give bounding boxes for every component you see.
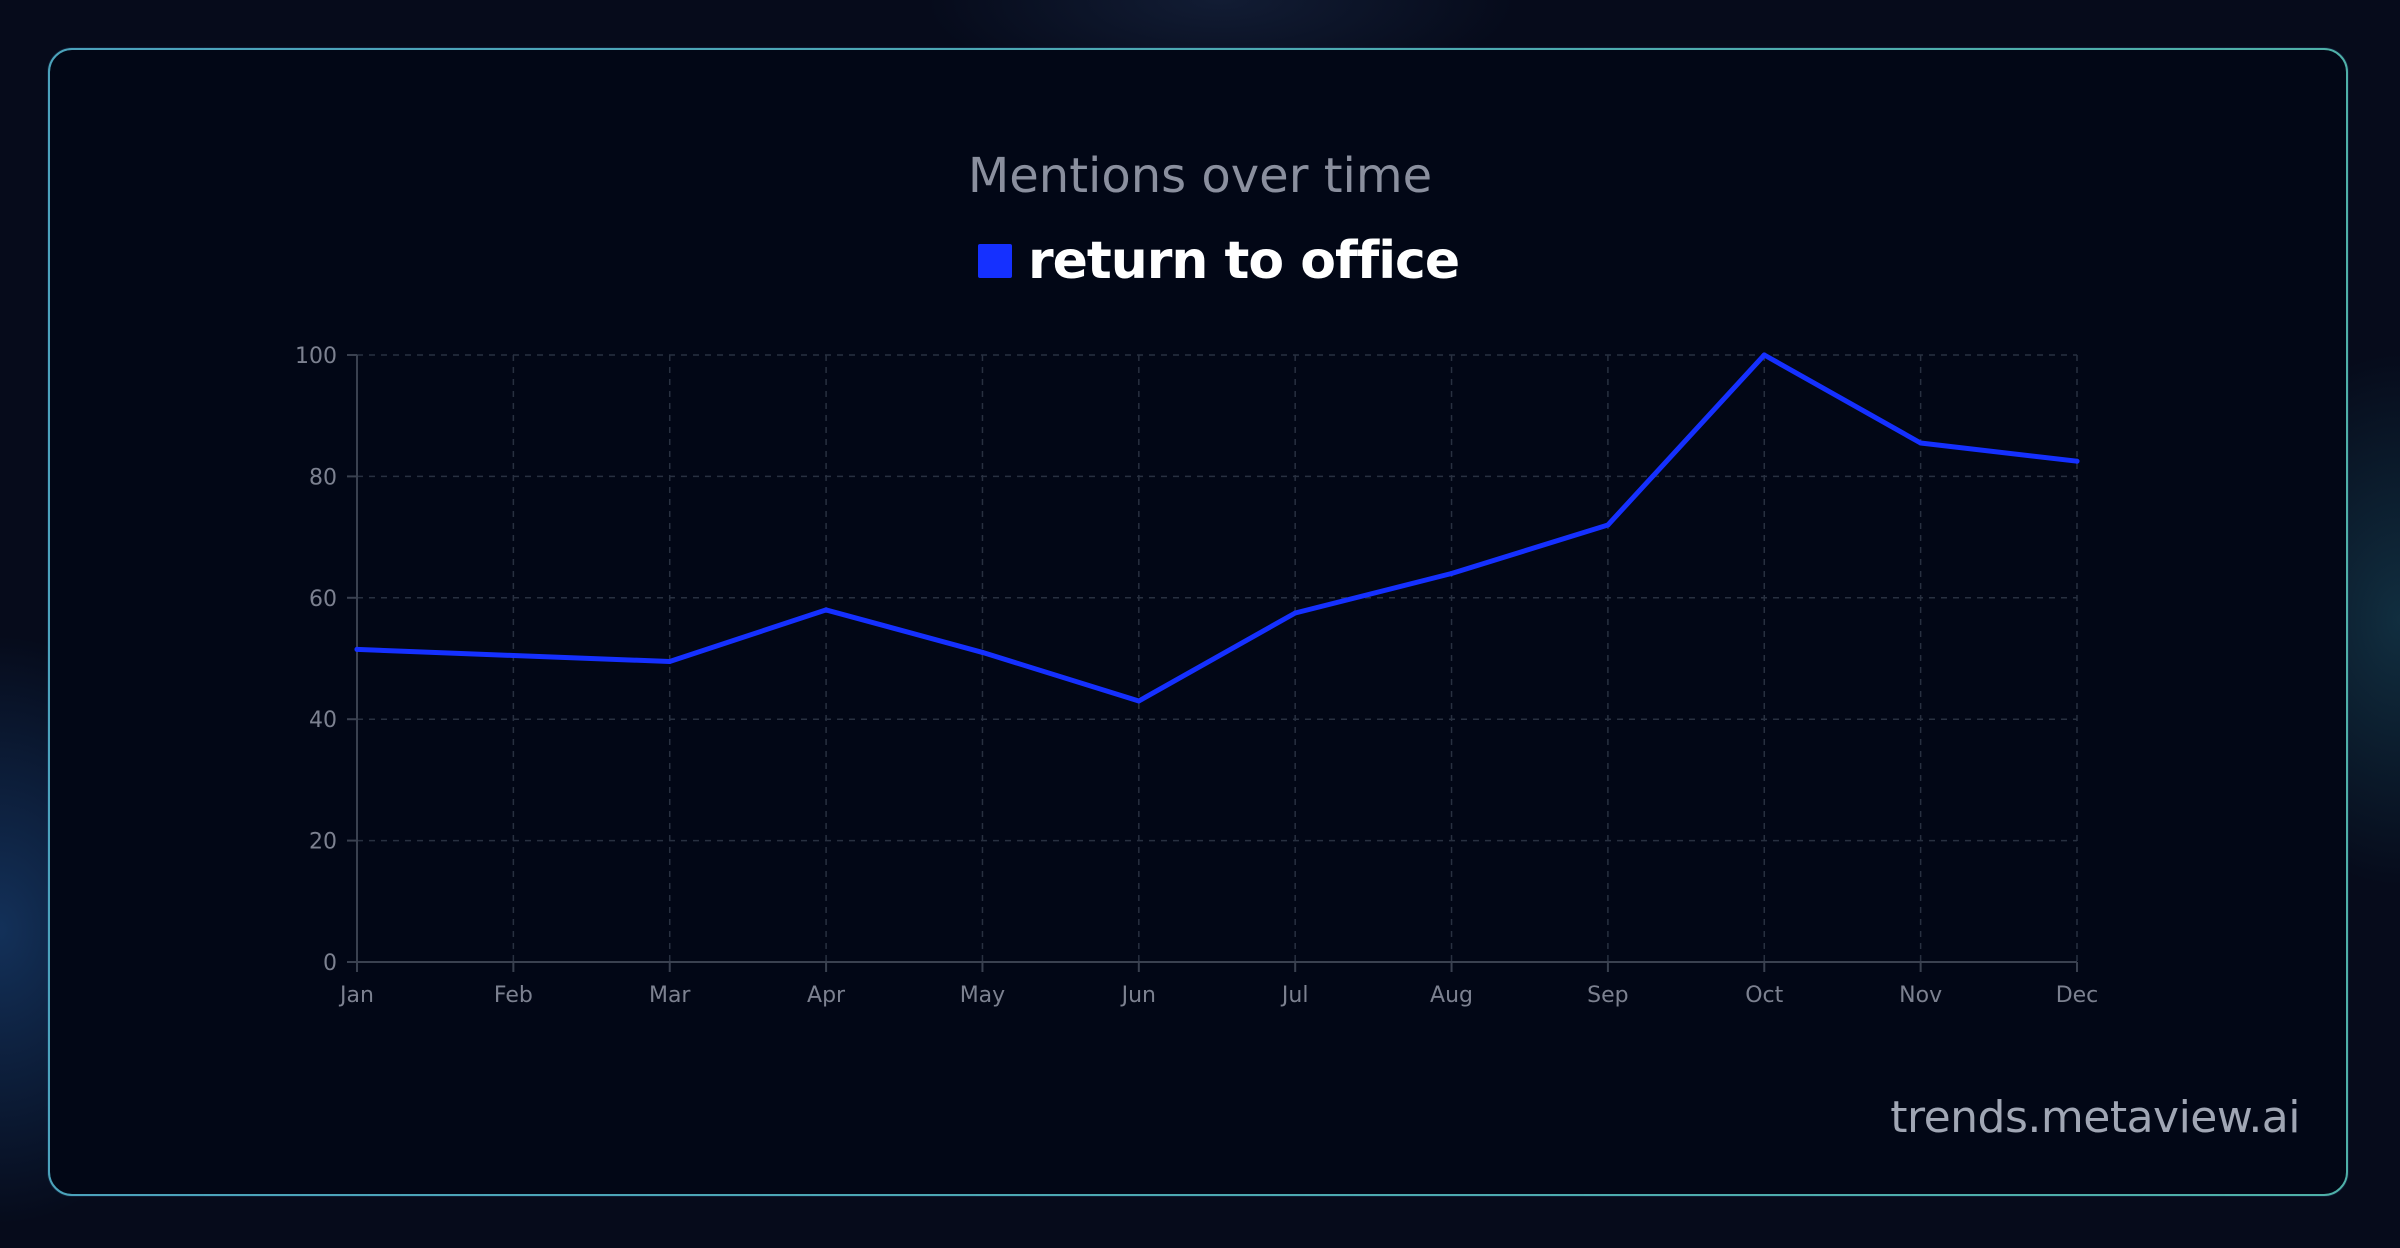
series [354, 352, 2080, 704]
x-tick-labels: Jan Feb Mar Apr May Jun Jul Aug Sep Oct Nov Dec [338, 983, 2098, 1008]
legend-swatch-return-to-office [978, 244, 1012, 278]
data-point-mar [667, 659, 673, 665]
data-point-feb [510, 652, 516, 658]
y-tick-label-80: 80 [309, 465, 337, 490]
watermark-url: trends.metaview.ai [1890, 1092, 2300, 1143]
data-point-aug [1449, 571, 1455, 577]
y-tick-labels: 0 20 40 60 80 100 [295, 344, 337, 976]
x-tick-label-sep: Sep [1587, 983, 1628, 1008]
x-tick-label-feb: Feb [494, 983, 533, 1008]
chart-card [48, 48, 2348, 1196]
chart-title: Mentions over time [967, 148, 1433, 204]
legend: return to office [978, 226, 1460, 296]
legend-label-return-to-office: return to office [1028, 231, 1460, 291]
y-tick-label-20: 20 [309, 830, 337, 855]
x-tick-label-dec: Dec [2056, 983, 2099, 1008]
series-line-return-to-office [354, 352, 2080, 704]
y-tick-label-60: 60 [309, 587, 337, 612]
data-point-jan [354, 646, 360, 652]
x-tick-label-oct: Oct [1745, 983, 1783, 1008]
data-point-apr [823, 607, 829, 613]
x-tick-label-may: May [960, 983, 1005, 1008]
data-point-sep [1605, 522, 1611, 528]
data-point-nov [1918, 440, 1924, 446]
data-point-jul [1292, 610, 1298, 616]
x-tick-label-nov: Nov [1899, 983, 1942, 1008]
x-tick-label-jan: Jan [338, 983, 374, 1008]
x-tick-label-aug: Aug [1430, 983, 1473, 1008]
data-point-oct [1761, 352, 1767, 358]
data-point-dec [2074, 458, 2080, 464]
grid [357, 354, 2078, 962]
data-point-jun [1136, 698, 1142, 704]
y-tick-label-0: 0 [323, 951, 337, 976]
axes [347, 354, 2078, 972]
x-tick-label-mar: Mar [649, 983, 691, 1008]
y-tick-label-40: 40 [309, 708, 337, 733]
x-tick-label-apr: Apr [807, 983, 846, 1008]
x-tick-label-jul: Jul [1280, 983, 1309, 1008]
x-tick-label-jun: Jun [1120, 983, 1156, 1008]
y-tick-label-100: 100 [295, 344, 337, 369]
data-point-may [979, 649, 985, 655]
